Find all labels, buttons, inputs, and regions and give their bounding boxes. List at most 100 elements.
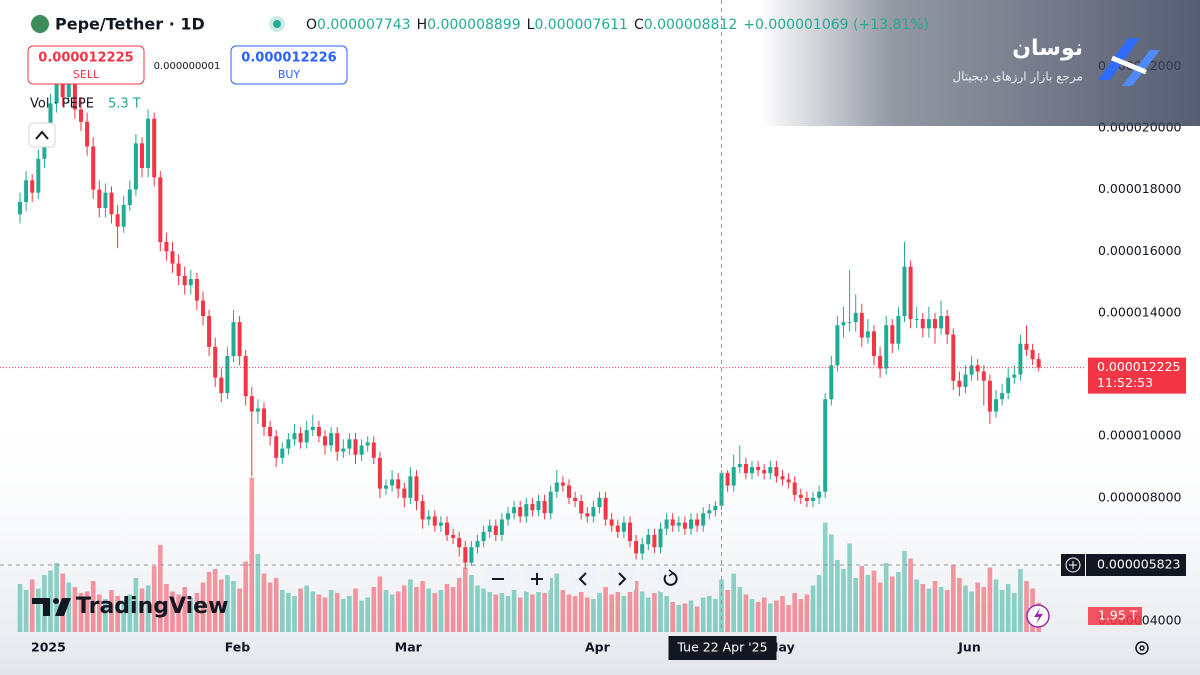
volume-bar (456, 578, 462, 632)
volume-bar (566, 594, 572, 632)
volume-bar (639, 591, 645, 632)
candle-body (634, 541, 639, 554)
candle-body (567, 485, 571, 498)
volume-bar (103, 599, 108, 632)
zoom-out[interactable] (485, 566, 511, 592)
candle-body (231, 322, 236, 357)
volume-bar (914, 579, 919, 632)
candle-body (560, 482, 565, 486)
candle-body (341, 448, 346, 452)
candle-body (194, 279, 199, 301)
crosshair-price: 0.000005823 (1097, 557, 1181, 572)
crosshair-price-box (1086, 554, 1186, 577)
volume-bar (731, 573, 736, 632)
volume-bar (670, 602, 675, 632)
reset[interactable] (657, 566, 683, 592)
candle-body (176, 263, 181, 276)
candle-body (1006, 377, 1011, 394)
volume-bar (713, 599, 718, 632)
candle-body (664, 519, 669, 529)
volume-bar (402, 585, 407, 632)
zoom-in[interactable] (524, 566, 550, 592)
candle-body (182, 275, 187, 286)
volume-bar (725, 590, 730, 632)
volume-bar (841, 569, 846, 632)
candle-body (707, 510, 712, 514)
volume-legend-value: 5.3 T (108, 97, 141, 112)
candle-body (768, 467, 773, 474)
candle-body (646, 534, 651, 545)
collapse-button[interactable] (28, 122, 56, 148)
candle-body (280, 448, 285, 458)
volume-bar (487, 591, 492, 632)
candle-body (48, 103, 53, 141)
last-price-box (1088, 357, 1186, 394)
volume-bar (389, 594, 395, 632)
candle-body (554, 482, 559, 492)
alert-icon[interactable] (1026, 604, 1050, 628)
candle-body (829, 365, 834, 400)
volume-bar (188, 597, 194, 632)
candle-body (872, 331, 876, 357)
volume-bar (1024, 581, 1029, 632)
candle-body (762, 470, 767, 474)
scroll-left[interactable] (570, 566, 596, 592)
candle-body (591, 507, 596, 517)
volume-bar (17, 584, 23, 632)
volume-bar (890, 576, 895, 632)
candle-body (408, 476, 413, 498)
volume-bar (1005, 584, 1011, 632)
x-tick-label: Mar (395, 640, 423, 655)
volume-bar (944, 590, 950, 632)
volume-bar (334, 593, 340, 632)
candle-body (36, 158, 41, 193)
candle-body (1018, 343, 1023, 375)
candle-body (109, 192, 114, 215)
volume-bar (951, 564, 956, 632)
volume-bar (267, 582, 273, 632)
candle-body (1000, 393, 1005, 400)
candle-body (438, 522, 443, 526)
volume-bar (536, 588, 541, 632)
candle-body (432, 516, 437, 526)
volume-bar (652, 593, 657, 632)
volume-bar (517, 597, 523, 632)
buy-price: 0.000012226 (241, 51, 336, 66)
volume-bar (249, 477, 255, 632)
volume-bar (151, 566, 157, 632)
volume-bar (926, 588, 932, 632)
candle-body (481, 531, 486, 542)
volume-bar (768, 603, 773, 632)
candle-body (823, 399, 828, 492)
volume-bar (438, 590, 444, 632)
candle-body (359, 445, 364, 455)
buy-button[interactable] (230, 45, 348, 85)
candle-body (249, 396, 254, 412)
sell-button[interactable] (27, 45, 145, 85)
volume-bar (72, 587, 78, 632)
candle-body (878, 356, 883, 369)
candle-body (652, 534, 657, 548)
o-value: 0.000007743 (317, 17, 411, 33)
candle-body (896, 316, 901, 344)
symbol[interactable]: Pepe/Tether · 1D (55, 15, 205, 34)
volume-bar (737, 587, 743, 632)
volume-bar (212, 569, 218, 632)
candle-body (792, 482, 797, 495)
candle-body (743, 463, 748, 474)
volume-bar (23, 590, 29, 632)
settings-icon[interactable] (1135, 641, 1149, 655)
volume-bar (164, 584, 169, 632)
volume-bar (29, 579, 35, 632)
volume-bar (609, 594, 614, 632)
volume-bar (658, 585, 663, 632)
volume-bar (774, 600, 779, 632)
scroll-right[interactable] (609, 566, 635, 592)
volume-bar (883, 563, 889, 632)
candle-body (255, 408, 260, 412)
candle-body (72, 69, 77, 110)
volume-bar (377, 576, 383, 632)
volume-bar (127, 594, 133, 632)
candle-body (542, 500, 547, 514)
